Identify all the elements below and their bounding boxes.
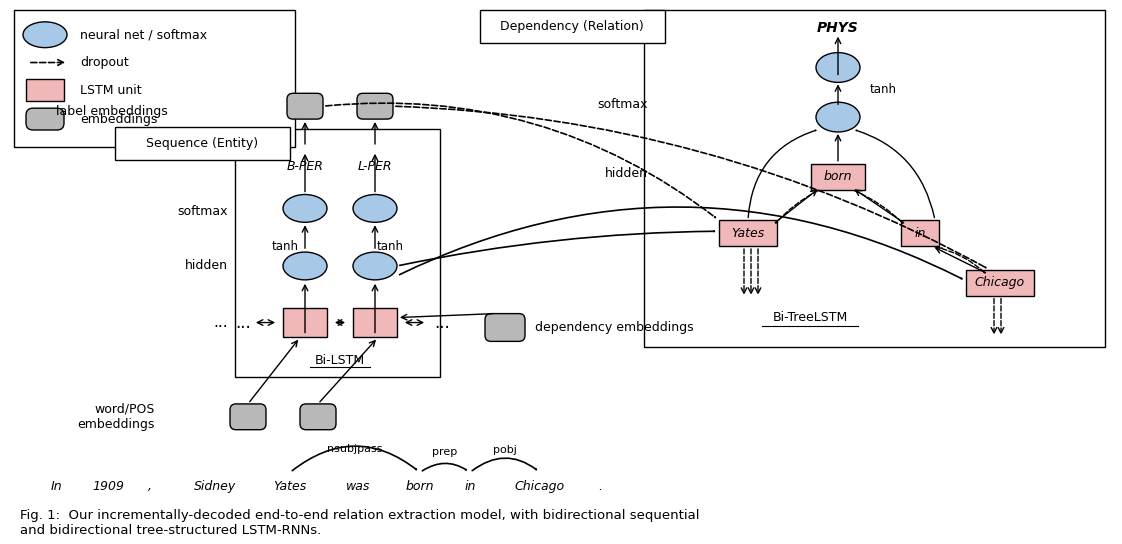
Ellipse shape — [816, 102, 859, 132]
Bar — [811, 164, 865, 189]
Ellipse shape — [283, 195, 327, 222]
Ellipse shape — [353, 252, 397, 280]
Text: PHYS: PHYS — [817, 21, 858, 35]
Text: tanh: tanh — [870, 83, 896, 96]
FancyBboxPatch shape — [357, 93, 393, 119]
Text: ...: ... — [434, 313, 450, 331]
Text: was: was — [346, 480, 370, 493]
FancyArrowPatch shape — [396, 106, 986, 268]
Bar — [719, 220, 778, 246]
FancyArrowPatch shape — [399, 207, 962, 279]
Ellipse shape — [353, 195, 397, 222]
FancyArrowPatch shape — [422, 463, 466, 471]
FancyBboxPatch shape — [485, 313, 525, 342]
FancyBboxPatch shape — [230, 404, 266, 430]
Text: pobj: pobj — [493, 444, 517, 455]
Bar — [353, 308, 397, 337]
Bar — [480, 10, 665, 42]
Text: in: in — [914, 227, 926, 240]
Text: softmax: softmax — [177, 205, 228, 218]
FancyArrowPatch shape — [856, 130, 935, 218]
Text: softmax: softmax — [598, 98, 649, 110]
Text: In: In — [50, 480, 62, 493]
Text: embeddings: embeddings — [80, 113, 157, 126]
Text: born: born — [406, 480, 434, 493]
Ellipse shape — [283, 252, 327, 280]
Text: LSTM unit: LSTM unit — [80, 84, 141, 97]
FancyArrowPatch shape — [399, 231, 715, 265]
FancyBboxPatch shape — [26, 108, 64, 130]
Text: prep: prep — [432, 447, 458, 456]
Text: Yates: Yates — [732, 227, 764, 240]
Text: in: in — [465, 480, 476, 493]
FancyArrowPatch shape — [855, 190, 903, 223]
Ellipse shape — [22, 22, 67, 48]
Text: Sequence (Entity): Sequence (Entity) — [146, 138, 258, 150]
Text: label embeddings: label embeddings — [56, 104, 168, 118]
Bar — [114, 127, 289, 160]
Text: word/POS
embeddings: word/POS embeddings — [77, 403, 155, 431]
Text: dropout: dropout — [80, 56, 129, 69]
FancyArrowPatch shape — [935, 246, 985, 273]
Text: neural net / softmax: neural net / softmax — [80, 28, 208, 41]
Bar — [644, 10, 1105, 347]
Bar — [283, 308, 327, 337]
Text: dependency embeddings: dependency embeddings — [535, 321, 693, 334]
Text: Sidney: Sidney — [194, 480, 236, 493]
Text: tanh: tanh — [377, 239, 404, 252]
Text: Bi-TreeLSTM: Bi-TreeLSTM — [772, 311, 847, 324]
FancyBboxPatch shape — [287, 93, 323, 119]
FancyArrowPatch shape — [748, 130, 816, 218]
Text: nsubjpass: nsubjpass — [328, 443, 383, 454]
Text: ,: , — [148, 480, 151, 493]
Bar — [966, 270, 1034, 296]
FancyArrowPatch shape — [325, 103, 716, 218]
Text: Chicago: Chicago — [975, 276, 1026, 289]
Text: Dependency (Relation): Dependency (Relation) — [500, 20, 644, 33]
Text: ...: ... — [236, 313, 251, 331]
Text: tanh: tanh — [272, 239, 298, 252]
Text: L-PER: L-PER — [358, 160, 393, 173]
Bar — [13, 10, 295, 147]
Text: Chicago: Chicago — [515, 480, 565, 493]
Text: 1909: 1909 — [92, 480, 125, 493]
Text: ...: ... — [213, 315, 228, 330]
Text: B-PER: B-PER — [286, 160, 323, 173]
FancyArrowPatch shape — [472, 458, 536, 471]
Bar — [234, 129, 440, 377]
Text: born: born — [824, 170, 853, 183]
Text: hidden: hidden — [185, 259, 228, 273]
Text: Bi-LSTM: Bi-LSTM — [315, 354, 365, 367]
Ellipse shape — [816, 53, 859, 82]
FancyBboxPatch shape — [300, 404, 335, 430]
Text: Fig. 1:  Our incrementally-decoded end-to-end relation extraction model, with bi: Fig. 1: Our incrementally-decoded end-to… — [20, 509, 699, 537]
Text: .: . — [598, 480, 603, 493]
FancyArrowPatch shape — [292, 446, 416, 471]
Bar — [901, 220, 939, 246]
FancyArrowPatch shape — [775, 191, 818, 223]
Bar — [26, 79, 64, 101]
Text: hidden: hidden — [605, 167, 649, 180]
Text: Yates: Yates — [274, 480, 306, 493]
